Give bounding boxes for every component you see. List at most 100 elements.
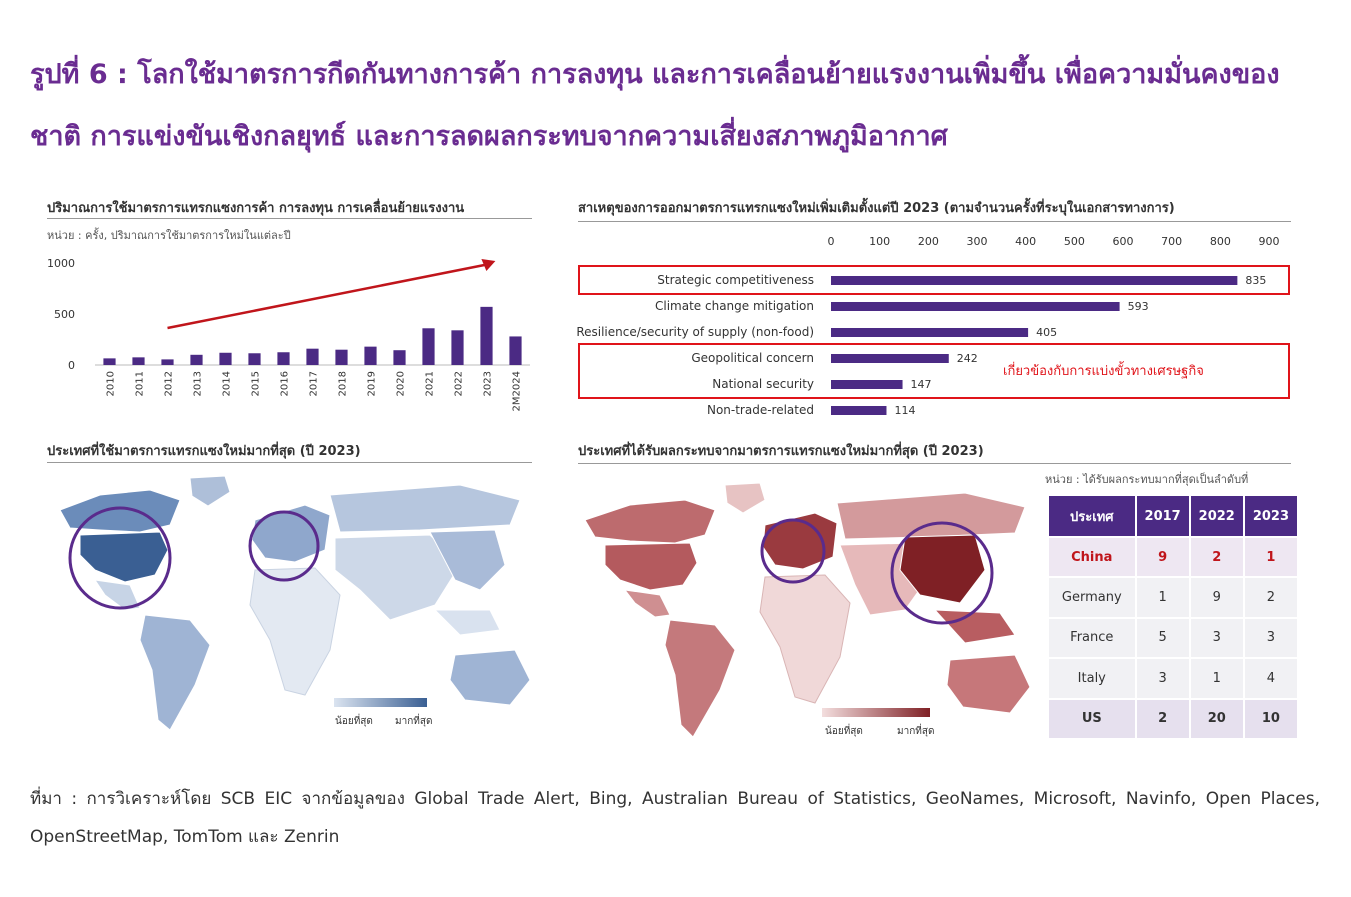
category-label: Climate change mitigation bbox=[655, 299, 814, 313]
south-america-shape bbox=[139, 614, 211, 731]
users-world-map: น้อยที่สุด มากที่สุด bbox=[59, 475, 531, 731]
table-cell: 9 bbox=[1134, 535, 1191, 579]
affected-legend-gradient bbox=[822, 708, 930, 717]
bar-resilience-security-of-supply-non-food- bbox=[831, 328, 1029, 337]
bar-2M2024 bbox=[509, 336, 522, 365]
europe-highlight-circle bbox=[248, 510, 320, 582]
trend-arrow-line bbox=[167, 262, 490, 330]
usa-shape bbox=[604, 542, 698, 591]
mexico-shape bbox=[623, 589, 671, 618]
affected-legend-high: มากที่สุด bbox=[897, 723, 934, 737]
x-tick-label: 2019 bbox=[367, 371, 378, 396]
europe-shape bbox=[251, 504, 331, 563]
x-tick-label: 2013 bbox=[193, 371, 204, 396]
highlight-box bbox=[578, 343, 1290, 399]
table-cell: 1 bbox=[1134, 576, 1191, 619]
reasons-title-rule bbox=[578, 221, 1291, 222]
table-cell: 1 bbox=[1188, 657, 1245, 700]
bar-geopolitical-concern bbox=[831, 354, 949, 363]
table-row-italy: Italy 3 1 4 bbox=[1047, 657, 1300, 700]
users-legend-low: น้อยที่สุด bbox=[335, 713, 373, 727]
table-cell: 4 bbox=[1242, 657, 1300, 700]
table-cell: 1 bbox=[1242, 535, 1300, 579]
bar-2023 bbox=[480, 306, 493, 365]
data-label: 593 bbox=[1128, 300, 1149, 313]
source-note: ที่มา : การวิเคราะห์โดย SCB EIC จากข้อมู… bbox=[30, 789, 1320, 847]
bar-2016 bbox=[277, 352, 290, 365]
mexico-shape bbox=[93, 579, 141, 611]
greenland-shape bbox=[189, 475, 231, 507]
bar-2020 bbox=[393, 350, 406, 365]
polarization-annotation: เกี่ยวข้องกับการแบ่งขั้วทางเศรษฐกิจ bbox=[1003, 361, 1204, 379]
volume-title-rule bbox=[47, 218, 532, 219]
x-tick-label: 2015 bbox=[251, 371, 262, 396]
bar-2014 bbox=[219, 352, 232, 365]
bar-climate-change-mitigation bbox=[831, 302, 1120, 311]
category-label: Geopolitical concern bbox=[691, 351, 814, 365]
users-legend-high: มากที่สุด bbox=[395, 713, 432, 727]
x-tick-label: 700 bbox=[1161, 235, 1182, 248]
data-label: 405 bbox=[1036, 326, 1057, 339]
bar-2017 bbox=[306, 348, 319, 365]
greenland-shape bbox=[724, 482, 766, 514]
table-cell: 3 bbox=[1242, 616, 1300, 660]
europe-highlight-circle bbox=[760, 518, 826, 584]
bar-2011 bbox=[132, 357, 145, 365]
bar-2012 bbox=[161, 359, 174, 365]
affected-unit-label: หน่วย : ได้รับผลกระทบมากที่สุดเป็นลำดับท… bbox=[1045, 473, 1249, 486]
x-tick-label: 600 bbox=[1113, 235, 1134, 248]
highlight-box bbox=[578, 265, 1290, 295]
table-cell: US bbox=[1047, 697, 1137, 741]
table-cell: 2 bbox=[1134, 697, 1191, 741]
china-highlight-circle bbox=[890, 521, 994, 625]
header-2023: 2023 bbox=[1242, 494, 1300, 538]
category-label: Resilience/security of supply (non-food) bbox=[576, 325, 814, 339]
x-tick-label: 100 bbox=[869, 235, 890, 248]
russia-shape bbox=[836, 492, 1026, 540]
category-label: National security bbox=[712, 377, 814, 391]
africa-shape bbox=[759, 574, 851, 704]
x-tick-label: 2012 bbox=[164, 371, 175, 396]
figure-title: รูปที่ 6 : โลกใช้มาตรการกีดกันทางการค้า … bbox=[30, 59, 1280, 152]
x-tick-label: 2023 bbox=[483, 371, 494, 396]
se-asia-shape bbox=[433, 609, 501, 636]
table-cell: 2 bbox=[1242, 576, 1300, 619]
data-label: 835 bbox=[1245, 274, 1266, 287]
us-highlight-circle bbox=[68, 506, 172, 610]
x-tick-label: 2018 bbox=[338, 371, 349, 396]
table-cell: 20 bbox=[1188, 697, 1245, 741]
canada-shape bbox=[59, 489, 181, 533]
bar-2018 bbox=[335, 349, 348, 365]
bar-2022 bbox=[451, 330, 464, 365]
bar-national-security bbox=[831, 380, 903, 389]
volume-unit-label: หน่วย : ครั้ง, ปริมาณการใช้มาตรการใหม่ใน… bbox=[47, 229, 291, 242]
table-cell: China bbox=[1047, 535, 1137, 579]
affected-map-title-rule bbox=[578, 463, 1291, 464]
table-row-france: France 5 3 3 bbox=[1047, 616, 1300, 660]
russia-shape bbox=[329, 484, 521, 533]
table-cell: 10 bbox=[1242, 697, 1300, 741]
data-label: 242 bbox=[957, 352, 978, 365]
x-tick-label: 2010 bbox=[106, 371, 117, 396]
x-tick-label: 2014 bbox=[222, 371, 233, 396]
bar-2021 bbox=[422, 328, 435, 365]
bar-2013 bbox=[190, 354, 203, 365]
reasons-bar-chart: 0 100 200 300 400 500 600 700 800 900 Strategic co… bbox=[576, 235, 1290, 417]
volume-bar-chart: 0 500 1000 2010 2011 2012 2013 2014 2015 2016 2017… bbox=[47, 257, 530, 411]
reasons-chart-title: สาเหตุของการออกมาตรการแทรกแซงใหม่เพิ่มเต… bbox=[578, 201, 1175, 216]
header-2022: 2022 bbox=[1188, 494, 1245, 538]
x-tick-label: 2016 bbox=[280, 371, 291, 396]
x-tick-label: 200 bbox=[918, 235, 939, 248]
table-cell: France bbox=[1047, 616, 1137, 660]
header-country: ประเทศ bbox=[1047, 494, 1137, 538]
europe-shape bbox=[762, 512, 838, 570]
bar-non-trade-related bbox=[831, 406, 887, 415]
affected-legend-low: น้อยที่สุด bbox=[825, 723, 863, 737]
x-tick-label: 2021 bbox=[425, 371, 436, 396]
users-legend-gradient bbox=[334, 698, 427, 707]
africa-shape bbox=[249, 567, 341, 696]
x-tick-label: 500 bbox=[1064, 235, 1085, 248]
table-row-germany: Germany 1 9 2 bbox=[1047, 576, 1300, 619]
australia-shape bbox=[946, 654, 1031, 714]
bar-strategic-competitiveness bbox=[831, 276, 1238, 285]
